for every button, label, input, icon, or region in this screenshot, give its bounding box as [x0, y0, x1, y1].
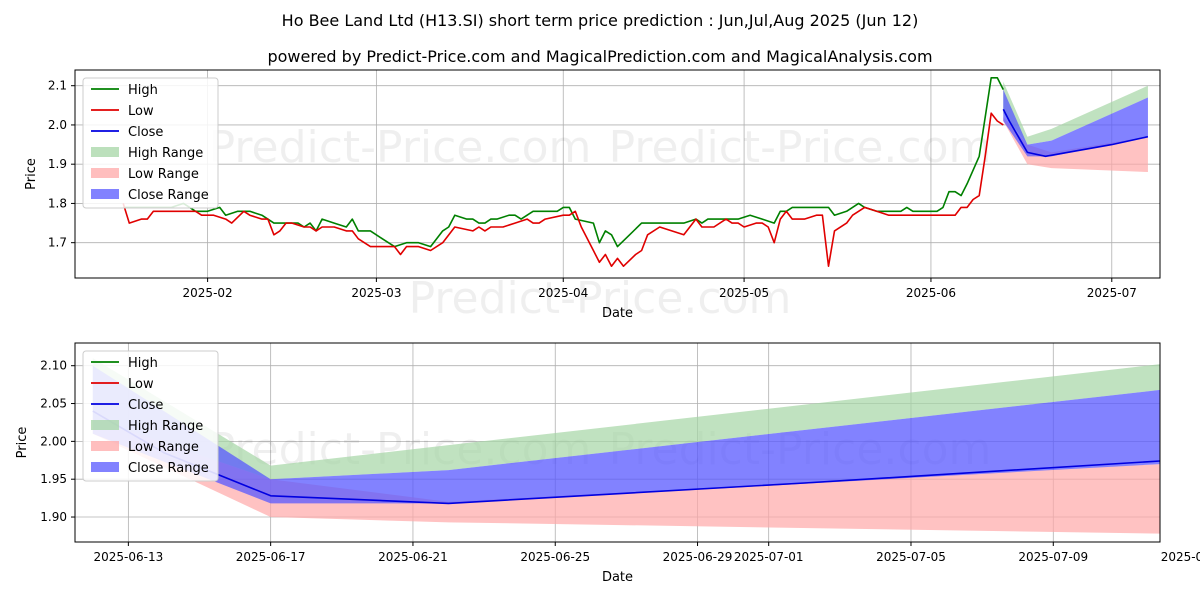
bottom-y-tick-label: 2.05 [40, 397, 67, 411]
bottom-legend-label-close: Close [128, 398, 163, 413]
bottom-x-tick-label: 2025-07-01 [734, 550, 804, 564]
bottom-legend-swatch-low-range [91, 441, 119, 451]
watermark-text: Predict-Price.com [209, 122, 592, 173]
bottom-y-tick-label: 1.90 [40, 510, 67, 524]
bottom-legend-label-high: High [128, 356, 158, 371]
top-legend-label-close: Close [128, 125, 163, 140]
top-low-line [122, 112, 1004, 267]
bottom-low-range-band [92, 418, 1160, 534]
bottom-axes-frame [74, 342, 1161, 543]
top-legend-label-low-range: Low Range [128, 167, 199, 182]
top-legend-label-high: High [128, 83, 158, 98]
bottom-x-axis-label: Date [602, 570, 633, 585]
bottom-y-tick-label: 2.00 [40, 434, 67, 448]
top-legend-swatch-close-range [91, 189, 119, 199]
top-panel: Predict-Price.com Predict-Price.com Predic… [24, 69, 1161, 324]
top-axes-frame [74, 69, 1161, 279]
top-close-range-band [1003, 89, 1148, 157]
watermark-text: Predict-Price.com [409, 273, 792, 324]
top-legend-label-close-range: Close Range [128, 188, 209, 203]
bottom-legend-label-low: Low [128, 377, 154, 392]
bottom-x-tick-label: 2025-06-29 [663, 550, 733, 564]
top-y-tick-label: 2.0 [48, 118, 67, 132]
bottom-legend: High Low Close High Range Low Range Close Ran… [82, 350, 219, 482]
bottom-legend-swatch-high-range [91, 420, 119, 430]
top-legend-label-high-range: High Range [128, 146, 203, 161]
chart-title: Ho Bee Land Ltd (H13.SI) short term pric… [282, 11, 919, 30]
top-legend-swatch-low-range [91, 168, 119, 178]
top-low-range-band [1003, 117, 1148, 173]
top-y-tick-label: 1.9 [48, 157, 67, 171]
top-x-tick-label: 2025-05 [719, 286, 769, 300]
top-x-tick-label: 2025-02 [183, 286, 233, 300]
bottom-x-tick-label: 2025-06-17 [236, 550, 306, 564]
top-legend-label-low: Low [128, 104, 154, 119]
bottom-legend-label-close-range: Close Range [128, 461, 209, 476]
top-y-tick-label: 1.8 [48, 196, 67, 210]
bottom-y-tick-label: 2.10 [40, 359, 67, 373]
bottom-x-tick-label: 2025-07-13 [1161, 550, 1200, 564]
bottom-x-tick-label: 2025-07-05 [876, 550, 946, 564]
top-y-axis-label: Price [24, 158, 39, 190]
top-x-tick-label: 2025-07 [1087, 286, 1137, 300]
bottom-legend-label-high-range: High Range [128, 419, 203, 434]
bottom-legend-swatch-close-range [91, 462, 119, 472]
bottom-panel: Predict-Price.comPredict-Price.com2025-0… [15, 342, 1200, 585]
bottom-x-tick-label: 2025-06-21 [378, 550, 448, 564]
top-x-axis-label: Date [602, 306, 633, 321]
top-close-line [1002, 108, 1149, 158]
top-x-tick-label: 2025-04 [538, 286, 588, 300]
top-y-tick-label: 1.7 [48, 236, 67, 250]
top-y-tick-label: 2.1 [48, 79, 67, 93]
chart-subtitle: powered by Predict-Price.com and Magical… [267, 47, 932, 66]
bottom-y-tick-label: 1.95 [40, 472, 67, 486]
top-legend-swatch-high-range [91, 147, 119, 157]
top-legend: High Low Close High Range Low Range Close Ran… [82, 77, 219, 209]
bottom-x-tick-label: 2025-07-09 [1018, 550, 1088, 564]
bottom-x-tick-label: 2025-06-25 [520, 550, 590, 564]
bottom-legend-label-low-range: Low Range [128, 440, 199, 455]
top-x-tick-label: 2025-03 [351, 286, 401, 300]
bottom-close-range-band [92, 365, 1160, 504]
watermark-text: Predict-Price.com [609, 122, 992, 173]
bottom-x-tick-label: 2025-06-13 [93, 550, 163, 564]
top-x-tick-label: 2025-06 [906, 286, 956, 300]
bottom-y-axis-label: Price [15, 427, 30, 459]
